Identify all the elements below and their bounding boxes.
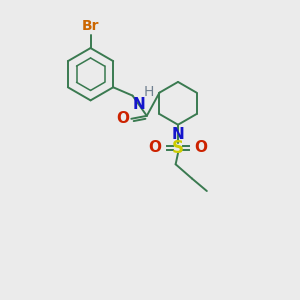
Text: Br: Br <box>82 20 99 34</box>
Text: O: O <box>116 111 129 126</box>
Text: O: O <box>195 140 208 155</box>
Text: N: N <box>133 97 146 112</box>
Text: O: O <box>148 140 161 155</box>
Text: S: S <box>172 139 184 157</box>
Text: N: N <box>172 127 184 142</box>
Text: H: H <box>144 85 154 99</box>
